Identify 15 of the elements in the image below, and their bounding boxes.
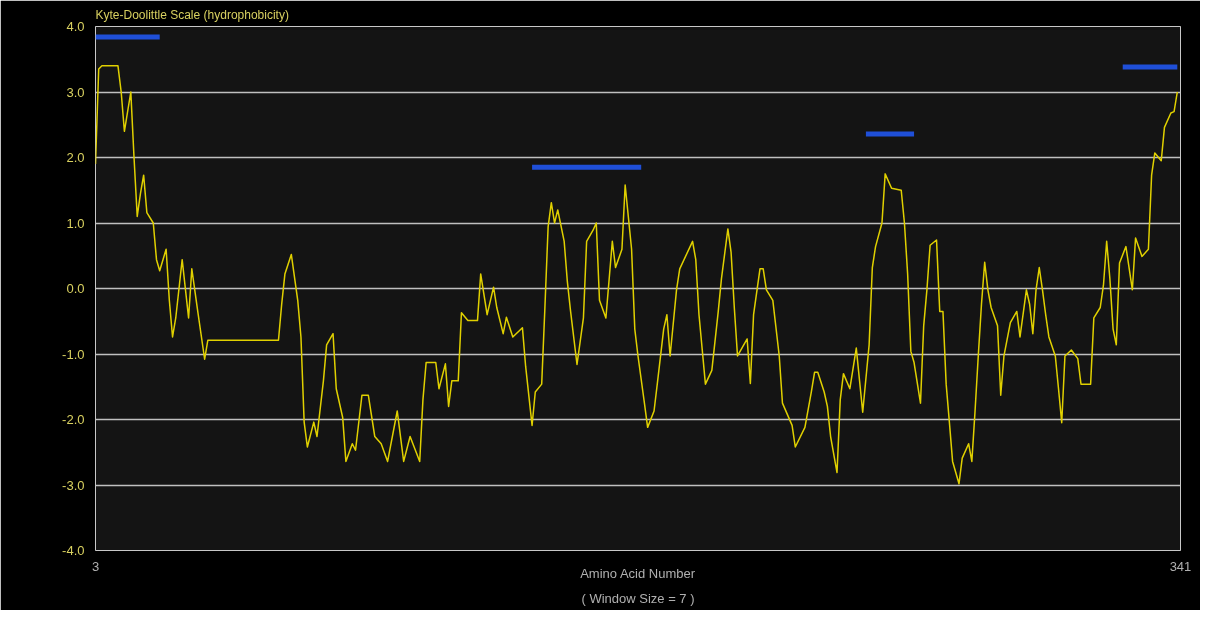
y-tick-label: -1.0	[62, 346, 85, 362]
y-tick-label: -2.0	[62, 412, 85, 427]
x-tick-label: 3	[91, 558, 100, 574]
y-tick-label: 2.0	[66, 150, 85, 165]
y-tick-label: 3.0	[66, 84, 85, 100]
y-tick-label: 1.0	[66, 215, 85, 231]
text: ( Window Size = 7 )	[581, 590, 695, 606]
x-axis-title: Amino Acid Number	[580, 565, 696, 581]
y-tick-label: 0.0	[66, 281, 85, 296]
y-tick-label: 4.0	[66, 19, 85, 34]
y-tick-label: -4.0	[62, 543, 85, 558]
chart-title: Kyte-Doolittle Scale (hydrophobicity)	[95, 7, 289, 22]
y-tick-label: -3.0	[62, 477, 85, 493]
x-tick-label: 341	[1169, 558, 1192, 574]
line-series	[95, 65, 1179, 485]
